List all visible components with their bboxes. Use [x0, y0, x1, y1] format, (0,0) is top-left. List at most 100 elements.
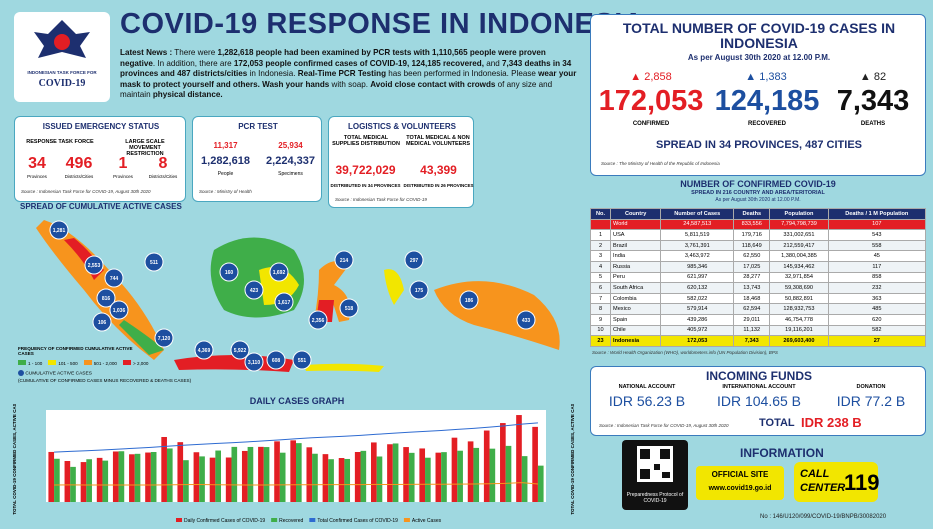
map-badge — [409, 280, 429, 300]
map: 1,281 2,553 744 816 511 1,036 106 7,120 4,369 5,9… — [36, 220, 560, 372]
map-badge — [339, 298, 359, 318]
bar — [64, 460, 71, 502]
cell: 18,468 — [733, 292, 771, 305]
bar — [193, 452, 200, 502]
bar — [516, 415, 522, 502]
section-title: SPREAD OF CUMULATIVE ACTIVE CASES — [20, 202, 182, 211]
table-row: 10 Chile 405,972 11,132 19,116,201 582 — [589, 324, 927, 337]
cell: 7 — [589, 292, 612, 305]
cell: 11,132 — [733, 324, 771, 337]
map-badge — [266, 350, 286, 370]
legend-label: Recovered — [279, 518, 303, 524]
call-number: 119 — [844, 470, 880, 495]
bar — [177, 442, 184, 502]
news-run: of any size and maintain — [120, 79, 553, 100]
cell: 1 — [589, 229, 612, 241]
increase: ▲ 1,383 — [711, 71, 821, 83]
cell: 3,463,972 — [660, 250, 735, 262]
box-title: LOGISTICS & VOLUNTEERS — [347, 122, 456, 131]
logo-text: INDONESIAN TASK FORCE FOR — [27, 70, 97, 75]
cell: 7,794,798,739 — [769, 218, 829, 231]
map-badge — [144, 252, 164, 272]
table-title: NUMBER OF CONFIRMED COVID-19 — [680, 179, 836, 189]
bar — [354, 452, 361, 502]
cell: 5,811,519 — [660, 229, 735, 241]
map-label: 7,120 — [158, 336, 171, 342]
deaths: 7,343 — [836, 85, 910, 117]
legend-swatch — [403, 518, 410, 522]
cell: 269,603,400 — [769, 335, 829, 347]
cell: 145,934,462 — [769, 260, 829, 273]
bar — [247, 446, 254, 502]
map-label: 1,036 — [113, 308, 126, 314]
map-badge — [459, 290, 479, 310]
legend-label: Active Cases — [412, 518, 442, 524]
header-cell: No. — [589, 208, 612, 220]
info-title: INFORMATION — [740, 446, 824, 460]
map-label: 160 — [225, 270, 234, 276]
bar — [306, 447, 313, 502]
legend-item: 101 - 500 — [48, 360, 78, 366]
cell: 32,971,854 — [769, 271, 829, 284]
label: DISTRIBUTED IN 26 PROVINCES — [403, 183, 474, 188]
legend-label: Daily Confirmed Cases of COVID-19 — [184, 518, 265, 524]
recovered: 124,185 — [714, 85, 820, 117]
label: NATIONAL ACCOUNT — [618, 384, 676, 390]
bar — [118, 451, 125, 502]
cell: 621,997 — [660, 271, 735, 284]
cell: 331,002,651 — [769, 229, 829, 241]
bar — [290, 440, 296, 502]
bar — [209, 457, 216, 502]
legend-swatch — [271, 518, 278, 522]
bar — [500, 423, 506, 502]
map-badge — [274, 292, 294, 312]
bar — [112, 451, 119, 502]
map-label: 214 — [340, 258, 349, 264]
table-row: 3 India 3,463,972 62,550 1,380,004,385 45 — [589, 250, 927, 262]
map-badge — [308, 310, 328, 330]
bar — [312, 453, 318, 502]
box-title: ISSUED EMERGENCY STATUS — [42, 122, 160, 131]
label: DISTRIBUTED IN 34 PROVINCES — [330, 183, 401, 188]
source: Source : Indonesian Task Force for COVID… — [599, 423, 729, 428]
total: IDR 238 B — [801, 415, 862, 430]
map-label: 511 — [150, 260, 158, 266]
table-row: 1 USA 5,811,519 179,716 331,002,651 543 — [589, 229, 927, 241]
logistics-box: LOGISTICS & VOLUNTEERS TOTAL MEDICAL SUP… — [328, 116, 474, 208]
value: IDR 56.23 B — [608, 393, 686, 409]
legend-swatch — [48, 360, 57, 365]
increase-value: 82 — [873, 71, 887, 83]
map-label: 2,553 — [88, 263, 101, 269]
map-label: 433 — [522, 318, 531, 324]
cell: 46,754,778 — [769, 313, 829, 326]
label: Provinces — [113, 174, 133, 179]
map-badge — [154, 328, 174, 348]
news-run: Avoid close contact with crowds — [370, 79, 496, 89]
map-badge — [49, 220, 69, 240]
cell: 833,556 — [733, 218, 771, 231]
map-label: 744 — [110, 276, 119, 282]
cell: 107 — [827, 218, 927, 231]
increase: ▲ 2,858 — [591, 71, 711, 83]
bar — [161, 436, 167, 502]
cell: Mexico — [610, 303, 662, 315]
bar — [150, 452, 157, 502]
cell: 128,932,753 — [769, 303, 829, 315]
cell: 620,132 — [660, 282, 735, 294]
header-cell: Deaths / 1 M Population — [827, 208, 927, 220]
news-run: physical distance. — [152, 90, 223, 99]
legend-label: > 2,000 — [132, 361, 149, 366]
cell: 19,116,201 — [769, 324, 829, 337]
bar — [166, 448, 173, 502]
source: Source : Indonesian Task Force for COVID… — [21, 189, 151, 194]
map-badge — [104, 268, 124, 288]
bar — [392, 443, 399, 502]
cell: 10 — [589, 324, 612, 337]
funds-box: INCOMING FUNDS NATIONAL ACCOUNT INTERNAT… — [590, 366, 926, 436]
value: 43,399 — [420, 163, 457, 177]
spread: SPREAD IN 34 PROVINCES, 487 CITIES — [655, 139, 862, 151]
cell: 6 — [589, 282, 612, 294]
bar — [102, 460, 109, 502]
line-series — [54, 422, 538, 453]
news-run: 172,053 people confirmed cases of COVID-… — [233, 58, 484, 68]
